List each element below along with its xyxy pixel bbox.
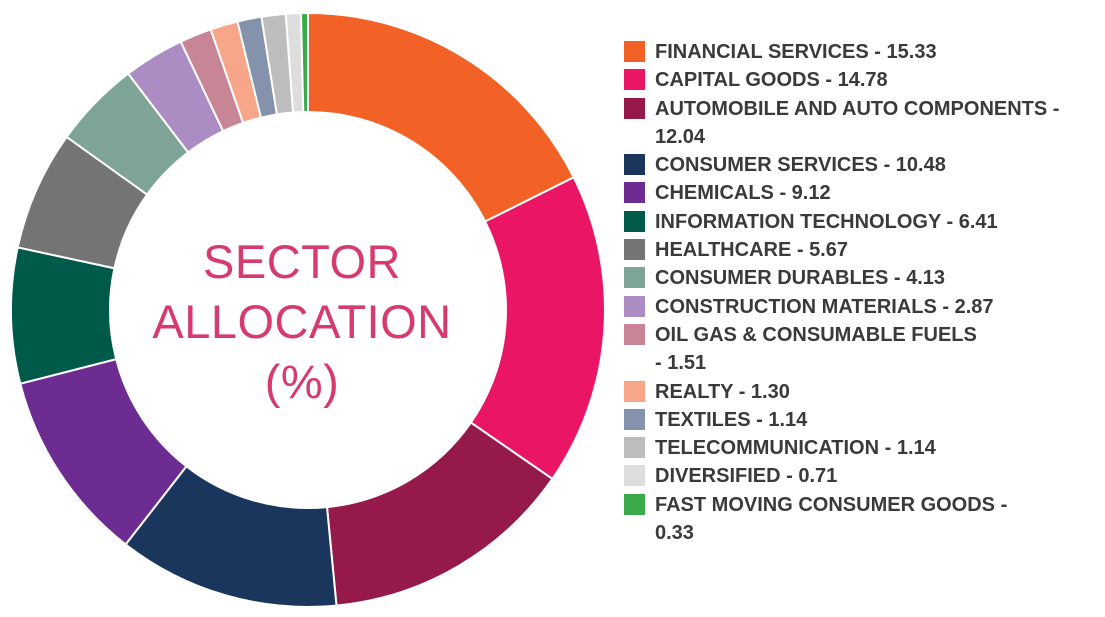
slice-information-technology (10, 246, 118, 385)
legend-item: REALTY - 1.30 (624, 378, 1102, 406)
legend-item: INFORMATION TECHNOLOGY - 6.41 (624, 208, 1102, 236)
legend-label: CAPITAL GOODS - 14.78 (655, 69, 888, 92)
legend-item: CHEMICALS - 9.12 (624, 179, 1102, 207)
legend-swatch (624, 41, 645, 62)
legend-label: TEXTILES - 1.14 (655, 408, 808, 431)
legend-item: OIL GAS & CONSUMABLE FUELS - 1.51 (624, 321, 1102, 378)
legend-label: CONSUMER DURABLES - 4.13 (655, 267, 946, 290)
chart-center-title: SECTOR ALLOCATION (%) (110, 232, 494, 412)
legend-swatch (624, 408, 645, 430)
legend-item: AUTOMOBILE AND AUTO COMPONENTS - 12.04 (624, 95, 1102, 152)
legend-swatch (624, 239, 645, 261)
legend-item: CONSTRUCTION MATERIALS - 2.87 (624, 293, 1102, 321)
legend-swatch (624, 210, 645, 232)
legend-swatch (624, 437, 645, 459)
legend-label: FINANCIAL SERVICES - 15.33 (655, 41, 937, 63)
legend-swatch (624, 323, 645, 345)
legend-label: OIL GAS & CONSUMABLE FUELS - 1.51 (655, 323, 977, 375)
legend-item: TEXTILES - 1.14 (624, 406, 1102, 434)
legend-label: REALTY - 1.30 (655, 380, 790, 403)
legend-swatch (624, 493, 645, 515)
legend-swatch (624, 154, 645, 176)
legend-label: DIVERSIFIED - 0.71 (655, 465, 838, 488)
legend-swatch (624, 69, 645, 91)
legend-swatch (624, 380, 645, 402)
legend-item: CONSUMER SERVICES - 10.48 (624, 151, 1102, 179)
legend-swatch (624, 267, 645, 289)
legend-swatch (624, 97, 645, 119)
legend-label: HEALTHCARE - 5.67 (655, 239, 848, 262)
legend-swatch (624, 295, 645, 317)
donut-chart (10, 11, 606, 608)
center-title-line-3: (%) (264, 355, 340, 408)
center-title-line-2: ALLOCATION (152, 295, 452, 348)
slice-financial-services (307, 11, 576, 223)
legend-label: AUTOMOBILE AND AUTO COMPONENTS - 12.04 (655, 97, 1060, 148)
legend-item: HEALTHCARE - 5.67 (624, 236, 1102, 264)
sector-allocation-chart: SECTOR ALLOCATION (%) (10, 11, 606, 608)
slice-fast-moving-consumer-goods (299, 11, 309, 114)
chart-legend: FINANCIAL SERVICES - 15.33 CAPITAL GOODS … (624, 38, 1102, 547)
legend-label: CONSTRUCTION MATERIALS - 2.87 (655, 295, 994, 318)
legend-label: TELECOMMUNICATION - 1.14 (655, 437, 936, 460)
legend-label: CHEMICALS - 9.12 (655, 182, 831, 205)
legend-label: FAST MOVING CONSUMER GOODS - 0.33 (655, 493, 1008, 545)
legend-item: TELECOMMUNICATION - 1.14 (624, 434, 1102, 462)
center-title-line-1: SECTOR (203, 235, 401, 288)
legend-label: CONSUMER SERVICES - 10.48 (655, 154, 946, 177)
legend-item: FAST MOVING CONSUMER GOODS - 0.33 (624, 491, 1102, 548)
legend-item: DIVERSIFIED - 0.71 (624, 462, 1102, 490)
legend-swatch (624, 182, 645, 204)
legend-item: FINANCIAL SERVICES - 15.33 (624, 38, 1102, 66)
legend-swatch (624, 465, 645, 487)
legend-item: CONSUMER DURABLES - 4.13 (624, 264, 1102, 292)
legend-item: CAPITAL GOODS - 14.78 (624, 66, 1102, 94)
legend-label: INFORMATION TECHNOLOGY - 6.41 (655, 210, 998, 233)
